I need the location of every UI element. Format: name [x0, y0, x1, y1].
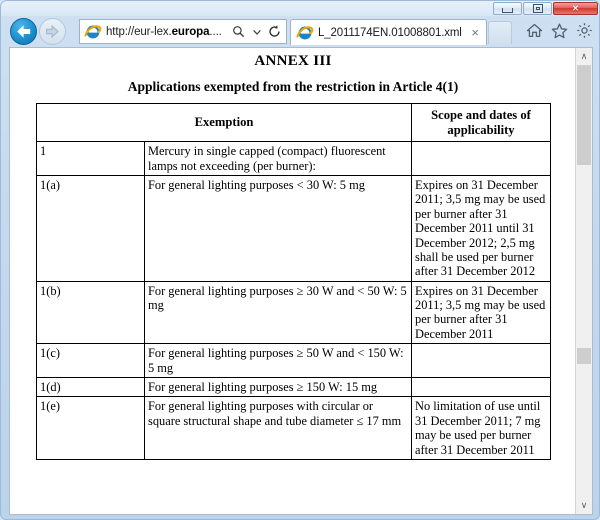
cell-id: 1 — [36, 141, 145, 176]
cell-id: 1(b) — [36, 280, 145, 345]
chevron-down-icon[interactable] — [249, 23, 264, 40]
home-icon[interactable] — [525, 21, 544, 40]
close-icon: ✕ — [572, 3, 579, 13]
cell-scope — [411, 377, 551, 398]
table-row: 1(a) For general lighting purposes < 30 … — [36, 174, 551, 282]
minimize-button[interactable] — [493, 2, 522, 15]
url-text: http://eur-lex.europa.... — [106, 26, 231, 38]
url-domain: europa — [171, 25, 210, 38]
minimize-icon — [502, 7, 513, 13]
forward-button[interactable] — [39, 18, 66, 45]
page-subtitle: Applications exempted from the restricti… — [127, 79, 459, 94]
new-tab-button[interactable] — [488, 21, 512, 44]
scroll-up-button[interactable]: ∧ — [576, 48, 592, 65]
navigation-bar: http://eur-lex.europa.... — [1, 16, 599, 49]
window-controls: ✕ — [493, 2, 598, 15]
back-button[interactable] — [10, 18, 37, 45]
table-body: 1 Mercury in single capped (compact) flu… — [36, 141, 551, 460]
browser-tab[interactable]: L_2011174EN.01008801.xml × — [290, 19, 487, 45]
table-row: 1(d) For general lighting purposes ≥ 150… — [36, 377, 551, 398]
page-viewport: ANNEX III Applications exempted from the… — [9, 47, 593, 515]
cell-exemption: For general lighting purposes ≥ 50 W and… — [144, 343, 412, 379]
cell-id: 1(a) — [36, 174, 145, 282]
cell-exemption: For general lighting purposes with circu… — [144, 396, 412, 460]
cell-scope: Expires on 31 December 2011; 3,5 mg may … — [411, 280, 551, 345]
tab-close-icon[interactable]: × — [471, 25, 479, 40]
cell-scope — [411, 343, 551, 379]
table-row: 1(e) For general lighting purposes with … — [36, 396, 551, 460]
document-page: ANNEX III Applications exempted from the… — [10, 48, 576, 514]
cell-id: 1(c) — [36, 343, 145, 379]
tab-favicon-icon — [296, 24, 314, 42]
column-header-scope: Scope and dates of applicability — [411, 102, 551, 143]
browser-toolbar — [525, 21, 594, 40]
forward-arrow-icon — [46, 25, 59, 38]
url-suffix: .... — [209, 25, 222, 38]
cell-exemption: For general lighting purposes ≥ 30 W and… — [144, 280, 412, 345]
restore-button[interactable] — [523, 2, 552, 15]
tab-title: L_2011174EN.01008801.xml — [318, 26, 462, 39]
title-bar: ✕ — [1, 1, 599, 16]
table-row: 1(c) For general lighting purposes ≥ 50 … — [36, 343, 551, 379]
exemptions-table: Exemption Scope and dates of applicabili… — [36, 102, 551, 460]
table-row: 1(b) For general lighting purposes ≥ 30 … — [36, 280, 551, 345]
internet-explorer-icon — [84, 23, 102, 41]
cell-exemption: For general lighting purposes < 30 W: 5 … — [144, 174, 412, 282]
cell-scope: No limitation of use until 31 December 2… — [411, 396, 551, 460]
cell-exemption: Mercury in single capped (compact) fluor… — [144, 141, 412, 176]
cell-scope: Expires on 31 December 2011; 3,5 mg may … — [411, 174, 551, 282]
scrollbar-thumb[interactable] — [577, 65, 591, 165]
favorites-star-icon[interactable] — [550, 21, 569, 40]
scrollbar-position-marker[interactable] — [577, 348, 591, 364]
back-arrow-icon — [17, 25, 31, 38]
table-row: 1 Mercury in single capped (compact) flu… — [36, 141, 551, 176]
scroll-down-button[interactable]: ∨ — [576, 497, 592, 514]
address-bar[interactable]: http://eur-lex.europa.... — [79, 19, 287, 44]
vertical-scrollbar[interactable]: ∧ ∨ — [575, 48, 592, 514]
magnifier-icon[interactable] — [231, 23, 246, 40]
url-prefix: http://eur-lex. — [106, 25, 172, 38]
cell-id: 1(e) — [36, 396, 145, 460]
column-header-exemption: Exemption — [36, 102, 412, 143]
cell-exemption: For general lighting purposes ≥ 150 W: 1… — [144, 377, 412, 398]
close-button[interactable]: ✕ — [553, 2, 598, 15]
tools-gear-icon[interactable] — [575, 21, 594, 40]
annex-document: ANNEX III Applications exempted from the… — [10, 53, 576, 460]
refresh-icon[interactable] — [267, 23, 282, 40]
restore-icon — [532, 4, 543, 13]
cell-id: 1(d) — [36, 377, 145, 398]
address-bar-icons — [231, 23, 284, 40]
table-header-row: Exemption Scope and dates of applicabili… — [36, 102, 551, 143]
page-title: ANNEX III — [254, 53, 332, 69]
cell-scope — [411, 141, 551, 176]
